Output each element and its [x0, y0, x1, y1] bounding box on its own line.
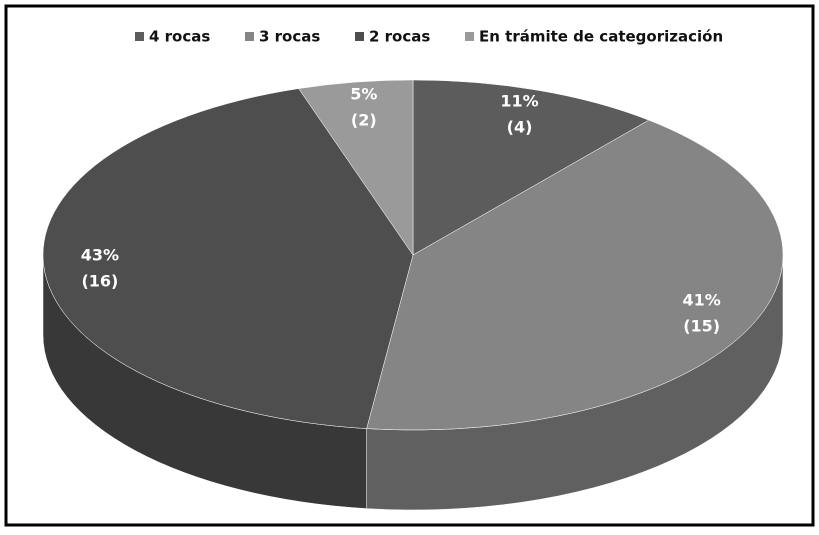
data-label: 5% [350, 85, 377, 104]
legend-swatch [135, 32, 144, 41]
legend-label: En trámite de categorización [479, 28, 723, 46]
data-label: (4) [507, 118, 533, 137]
slice [298, 79, 414, 256]
data-label: (2) [351, 111, 377, 130]
slice [42, 88, 414, 429]
legend-label: 3 rocas [259, 28, 320, 46]
legend-swatch [465, 32, 474, 41]
legend-swatch [355, 32, 364, 41]
data-label: (15) [683, 317, 720, 336]
data-label: 11% [500, 92, 538, 111]
data-label: (16) [81, 271, 118, 290]
slice [366, 119, 784, 431]
data-label: 41% [682, 291, 720, 310]
data-label: 43% [81, 245, 119, 264]
legend-swatch [245, 32, 254, 41]
legend-label: 4 rocas [149, 28, 210, 46]
slice [412, 79, 650, 256]
legend-label: 2 rocas [369, 28, 430, 46]
